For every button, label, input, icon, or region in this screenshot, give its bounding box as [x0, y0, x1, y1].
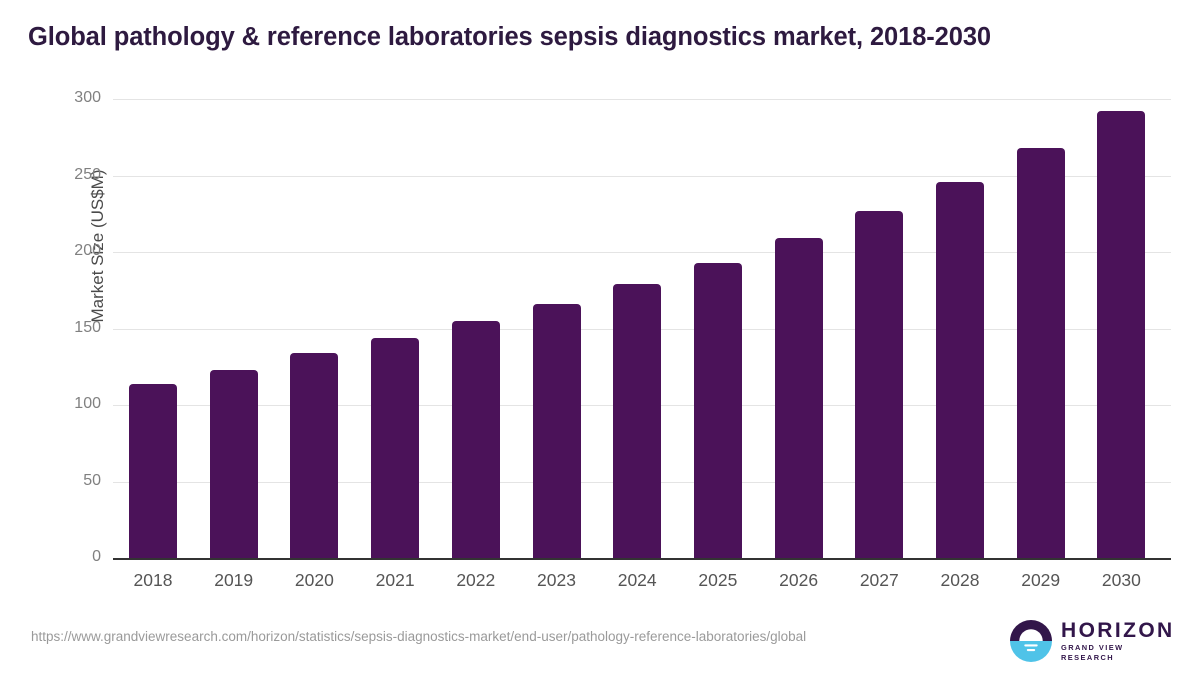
horizon-logo: HORIZON GRAND VIEW RESEARCH: [1010, 618, 1172, 664]
bar[interactable]: [613, 284, 662, 558]
logo-text-block: HORIZON GRAND VIEW RESEARCH: [1061, 618, 1175, 663]
y-tick-label: 0: [92, 548, 101, 565]
bar[interactable]: [1016, 147, 1065, 558]
bar[interactable]: [693, 262, 742, 558]
x-tick-label: 2019: [214, 570, 254, 590]
bar[interactable]: [129, 383, 177, 558]
x-tick-label: 2021: [375, 570, 415, 590]
bar[interactable]: [774, 238, 823, 558]
gridline: [113, 175, 1171, 177]
bar[interactable]: [1097, 111, 1146, 558]
gridline: [113, 99, 1171, 100]
x-tick-label: 2025: [698, 570, 738, 590]
horizon-logo-icon: [1010, 620, 1052, 662]
x-axis-line: [113, 558, 1171, 560]
y-tick-label: 50: [83, 471, 101, 489]
logo-wordmark: HORIZON: [1061, 618, 1175, 642]
bar[interactable]: [936, 181, 984, 558]
y-tick-label: 300: [74, 89, 101, 106]
logo-tagline: GRAND VIEW RESEARCH: [1061, 642, 1124, 662]
x-tick-label: 2020: [294, 570, 334, 590]
bar[interactable]: [209, 369, 258, 558]
bar[interactable]: [532, 304, 581, 558]
bar[interactable]: [371, 337, 420, 558]
y-tick-label: 150: [74, 318, 101, 336]
y-tick-label: 200: [74, 242, 101, 259]
y-tick-label: 250: [74, 165, 101, 183]
source-url[interactable]: https://www.grandviewresearch.com/horizo…: [31, 629, 807, 644]
y-tick-label: 100: [74, 395, 101, 412]
x-tick-label: 2022: [456, 570, 496, 590]
x-tick-label: 2027: [859, 570, 899, 590]
x-tick-label: 2028: [940, 570, 980, 590]
x-tick-label: 2030: [1101, 570, 1141, 590]
x-tick-label: 2024: [617, 570, 657, 590]
page-title: Global pathology & reference laboratorie…: [28, 23, 991, 51]
bar[interactable]: [855, 210, 904, 558]
plot-area: [113, 99, 1171, 558]
bar[interactable]: [290, 352, 339, 558]
x-tick-label: 2026: [779, 570, 819, 590]
bar[interactable]: [451, 320, 500, 558]
gridline: [113, 252, 1171, 253]
x-tick-label: 2023: [537, 570, 576, 590]
x-tick-label: 2029: [1021, 570, 1061, 590]
x-tick-label: 2018: [133, 570, 173, 590]
